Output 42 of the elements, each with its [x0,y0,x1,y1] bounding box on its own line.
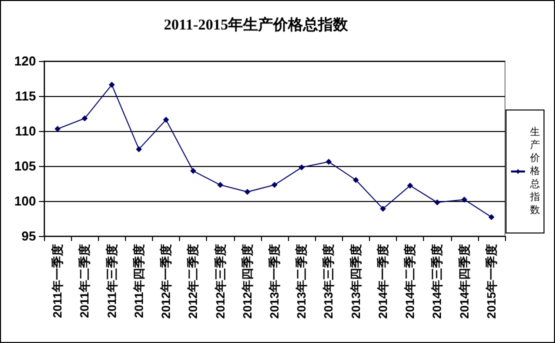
point [326,158,332,165]
chart-title: 2011-2015年生产价格总指数 [164,16,350,34]
x-tick-label: 2014年一季度 [376,244,390,319]
point [407,182,414,189]
x-tick-label: 2013年一季度 [268,244,282,319]
point [54,126,61,132]
point [352,177,359,183]
point [217,182,224,188]
y-tick-label: 115 [15,88,36,104]
legend-label: 生产价格总指数 [529,126,540,216]
x-tick-label: 2012年四季度 [240,244,254,319]
x-tick-label: 2014年二季度 [403,244,418,319]
y-tick-label: 100 [14,194,36,208]
point [136,146,142,152]
point [82,115,88,122]
point [272,182,278,188]
x-tick-label: 2012年三季度 [213,244,228,319]
point [190,168,196,174]
x-tick-label: 2013年四季度 [348,244,363,319]
x-tick-label: 2011年三季度 [104,244,119,318]
x-tick-label: 2011年四季度 [132,244,146,318]
x-tick-label: 2013年二季度 [294,244,309,319]
point [108,82,115,88]
point [380,206,386,212]
point [163,116,170,123]
y-tick-label: 120 [14,54,36,68]
x-tick-label: 2011年一季度 [50,244,65,318]
x-tick-label: 2014年四季度 [457,244,472,319]
point [461,196,468,203]
x-tick-label: 2013年三季度 [322,244,336,319]
point [434,199,440,206]
x-tick-label: 2012年二季度 [186,244,200,319]
x-tick-label: 2012年一季度 [159,244,174,319]
x-tick-label: 2015年一季度 [484,244,498,319]
y-tick-label: 110 [15,124,36,138]
x-tick-label: 2014年三季度 [430,244,444,319]
y-tick-label: 95 [22,228,36,244]
y-tick-label: 105 [14,158,36,174]
x-tick-label: 2011年二季度 [78,244,92,318]
point [244,188,250,195]
point [298,164,305,170]
point [488,214,494,220]
